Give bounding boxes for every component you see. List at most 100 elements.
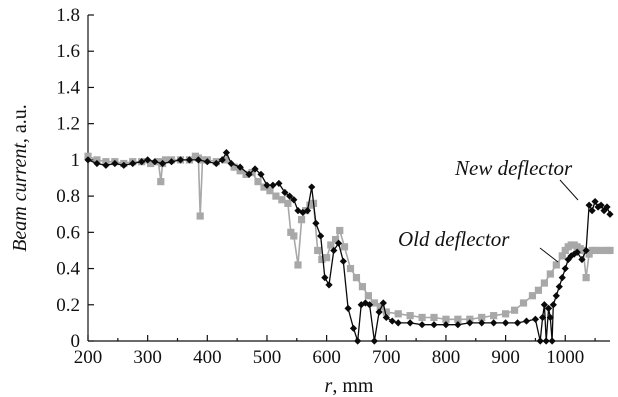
x-tick-label: 500: [253, 347, 282, 368]
data-point-new: [120, 161, 128, 169]
data-point-new: [308, 183, 316, 191]
data-point-old: [161, 156, 170, 164]
data-point-old: [196, 212, 204, 220]
data-point-new: [203, 158, 211, 166]
y-axis-label-var: Beam current: [9, 143, 31, 252]
data-point-new: [263, 181, 271, 189]
data-point-new: [317, 232, 325, 240]
data-point-new: [111, 159, 119, 168]
data-point-old: [582, 274, 590, 282]
y-tick-label: 0.8: [56, 186, 80, 207]
data-point-new: [84, 156, 92, 164]
x-tick-label: 900: [491, 347, 520, 368]
data-point-new: [597, 201, 605, 209]
data-point-new: [582, 246, 590, 255]
annotation-leader-old: [539, 247, 559, 263]
data-point-new: [158, 159, 167, 168]
data-point-old: [323, 254, 331, 262]
data-point-old: [591, 246, 599, 255]
y-tick-label: 1.8: [56, 5, 80, 26]
data-point-new: [585, 201, 593, 209]
x-tick-label: 300: [133, 347, 162, 368]
y-tick-label: 1.6: [56, 41, 80, 62]
data-point-new: [578, 255, 586, 264]
data-point-old: [294, 261, 302, 269]
y-tick-label: 1: [71, 150, 81, 171]
data-point-new: [286, 192, 294, 200]
data-point-new: [567, 252, 575, 260]
y-axis-label-unit: , a.u.: [9, 104, 31, 143]
data-point-new: [564, 255, 572, 264]
data-point-old: [430, 313, 438, 322]
data-point-new: [354, 337, 362, 345]
data-point-new: [275, 179, 283, 188]
data-point-new: [490, 319, 498, 327]
data-point-old: [331, 235, 340, 244]
data-point-new: [531, 315, 540, 323]
x-axis-label-unit: , mm: [332, 375, 374, 397]
y-tick-label: 1.2: [56, 114, 80, 135]
x-tick-label: 400: [193, 347, 222, 368]
axes: [87, 15, 610, 342]
data-point-new: [540, 301, 548, 309]
data-point-old: [454, 315, 462, 323]
x-tick-label: 700: [372, 347, 401, 368]
data-point-old: [254, 178, 262, 186]
data-point-new: [570, 250, 578, 258]
data-point-old: [502, 310, 510, 318]
data-point-new: [522, 317, 531, 325]
data-point-new: [269, 181, 277, 189]
data-point-new: [370, 337, 378, 345]
data-point-old: [418, 313, 426, 322]
x-tick-label: 1000: [546, 347, 584, 368]
data-point-new: [594, 203, 602, 211]
data-point-new: [406, 319, 414, 327]
data-point-new: [144, 156, 152, 164]
data-point-old: [260, 183, 268, 191]
data-point-old: [376, 302, 384, 311]
data-point-old: [597, 246, 605, 255]
data-point-old: [327, 241, 335, 249]
data-point-new: [185, 156, 194, 164]
data-point-new: [312, 219, 320, 227]
data-point-old: [198, 156, 207, 164]
data-point-new: [418, 321, 426, 329]
data-point-old: [84, 152, 92, 160]
data-point-new: [365, 301, 374, 309]
x-ticks: 200 300 400 500 600 700 800 900 1000: [74, 335, 596, 368]
data-point-new: [222, 149, 231, 157]
data-point-new: [227, 159, 235, 168]
data-point-old: [157, 178, 165, 186]
data-point-new: [454, 321, 462, 329]
y-axis-label: Beam current, a.u.: [9, 104, 31, 252]
data-point-new: [245, 170, 253, 178]
data-point-old: [540, 279, 548, 287]
data-point-new: [549, 301, 557, 309]
annotation-new-deflector: New deflector: [454, 156, 573, 180]
data-point-new: [588, 207, 596, 215]
data-point-old: [336, 226, 344, 235]
data-point-new: [330, 246, 338, 255]
data-point-new: [555, 283, 563, 291]
data-point-new: [502, 319, 510, 327]
data-point-new: [430, 321, 438, 329]
data-point-new: [129, 159, 137, 168]
data-point-new: [544, 304, 553, 312]
data-point-old: [442, 315, 450, 323]
data-point-old: [585, 250, 593, 258]
data-point-new: [93, 159, 101, 168]
y-ticks: 0 0.2 0.4 0.6 0.8 1 1.2 1.4 1.6 1.8: [56, 5, 94, 352]
data-point-old: [528, 292, 537, 300]
annotation-layer: New deflector Old deflector: [398, 156, 579, 263]
data-point-new: [212, 159, 220, 168]
data-point-old: [358, 283, 367, 291]
data-point-old: [248, 168, 256, 177]
data-point-new: [442, 321, 450, 329]
data-point-new: [478, 319, 486, 327]
data-point-new: [513, 319, 522, 327]
y-tick-label: 0.2: [56, 295, 80, 316]
series-layer: [84, 149, 614, 345]
data-point-old: [352, 274, 361, 282]
data-point-old: [266, 187, 274, 195]
